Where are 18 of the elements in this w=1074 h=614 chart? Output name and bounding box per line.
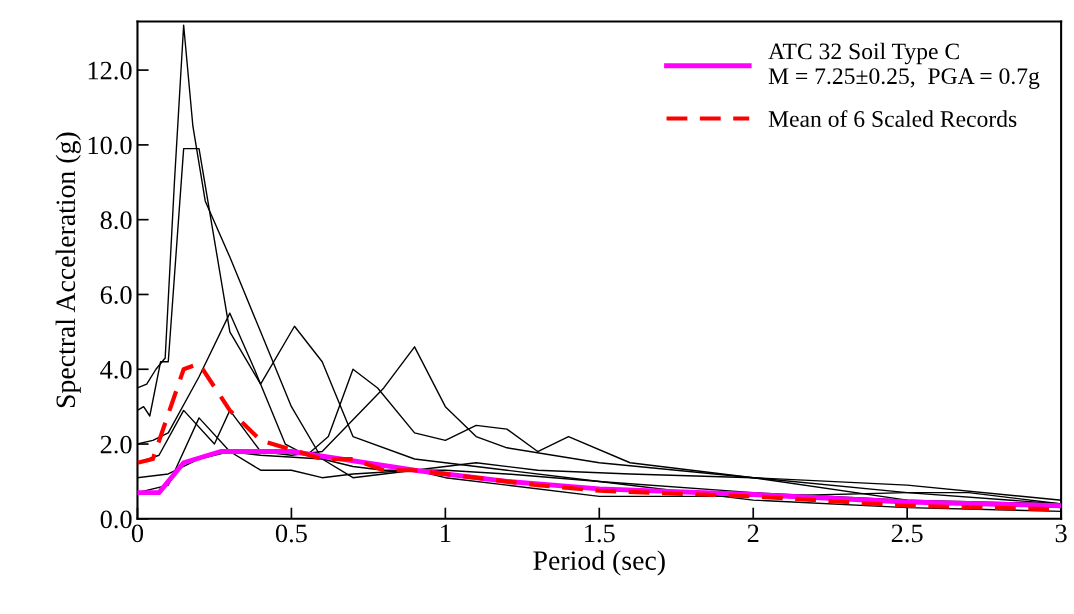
y-tick-label: 10.0 [88,136,132,155]
y-tick-label: 6.0 [100,286,132,304]
x-tick-label: 0 [131,524,144,543]
x-tick-label: 1.5 [585,524,615,543]
y-tick-label: 0.0 [100,510,132,529]
x-tick-label: 3 [1055,524,1067,543]
x-tick-label: 2.5 [891,524,923,543]
x-tick-label: 0.5 [275,524,307,543]
x-axis-title: Period (sec) [533,550,665,576]
y-tick-label: 4.0 [100,360,132,379]
y-tick-label: 8.0 [100,211,132,230]
y-tick-label: 2.0 [100,435,132,454]
y-axis-title: Spectral Acceleration (g) [55,132,81,408]
legend-label: ATC 32 Soil Type C M = 7.25±0.25, PGA = 0.7g [768,42,1040,89]
x-tick-label: 1 [441,524,451,542]
legend-label: Mean of 6 Scaled Records [768,110,1017,127]
x-tick-label: 2 [747,524,759,542]
y-tick-label: 12.0 [88,61,132,80]
